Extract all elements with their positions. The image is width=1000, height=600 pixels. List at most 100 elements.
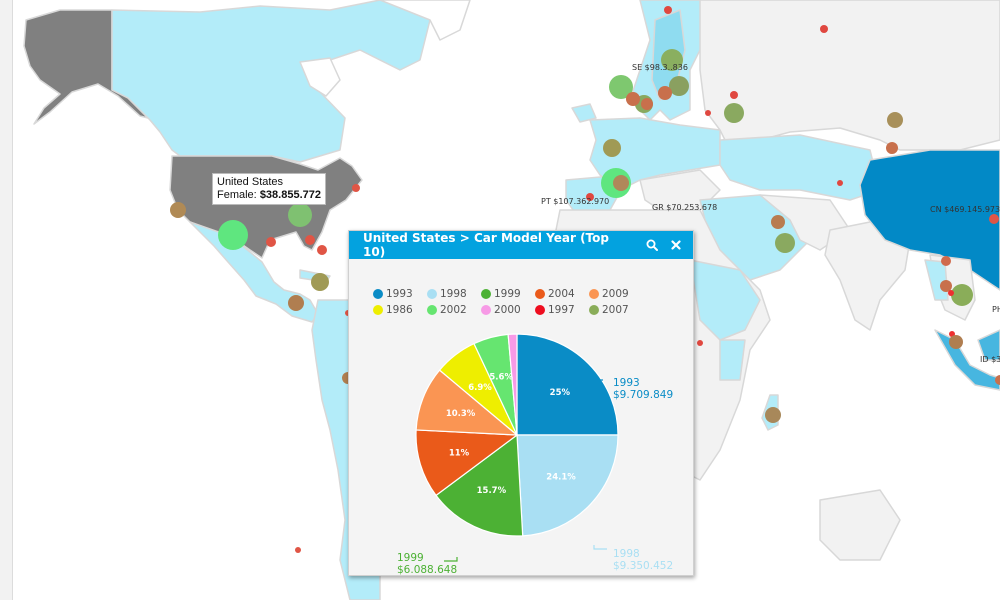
slice-percent-label: 5.6% bbox=[489, 372, 513, 382]
bubble-marker[interactable] bbox=[311, 273, 329, 291]
legend-dot-icon bbox=[589, 305, 599, 315]
map-label-pt: PT $107.362.970 bbox=[541, 197, 610, 206]
legend-dot-icon bbox=[427, 305, 437, 315]
bubble-marker[interactable] bbox=[613, 175, 629, 191]
callout-amount: $9.350.452 bbox=[613, 560, 673, 572]
bubble-marker[interactable] bbox=[697, 340, 703, 346]
bubble-marker[interactable] bbox=[949, 335, 963, 349]
bubble-marker[interactable] bbox=[641, 98, 653, 110]
legend-item-2009[interactable]: 2009 bbox=[589, 287, 643, 301]
legend-dot-icon bbox=[481, 289, 491, 299]
pie-slice-2000[interactable] bbox=[507, 333, 518, 436]
bubble-marker[interactable] bbox=[771, 215, 785, 229]
bubble-marker[interactable] bbox=[317, 245, 327, 255]
slice-percent-label: 24.1% bbox=[546, 473, 576, 483]
slice-percent-label: 6.9% bbox=[468, 383, 492, 393]
bubble-marker[interactable] bbox=[887, 112, 903, 128]
bubble-marker[interactable] bbox=[609, 75, 633, 99]
bubble-marker[interactable] bbox=[218, 220, 248, 250]
world-map[interactable] bbox=[13, 0, 1000, 600]
region-united-states[interactable] bbox=[169, 155, 363, 259]
bubble-marker[interactable] bbox=[705, 110, 711, 116]
region-canada[interactable] bbox=[111, 0, 431, 163]
legend-label: 2009 bbox=[602, 288, 629, 300]
bubble-marker[interactable] bbox=[266, 237, 276, 247]
legend-dot-icon bbox=[481, 305, 491, 315]
region-china[interactable] bbox=[859, 149, 1000, 291]
pie-slice-1993[interactable] bbox=[516, 333, 619, 436]
legend-item-2000[interactable]: 2000 bbox=[481, 303, 535, 317]
legend-item-1999[interactable]: 1999 bbox=[481, 287, 535, 301]
callout-line bbox=[590, 379, 603, 385]
region-russia[interactable] bbox=[699, 0, 1000, 151]
bubble-marker[interactable] bbox=[603, 139, 621, 157]
pie-slice-1998[interactable] bbox=[516, 434, 619, 537]
legend-item-1997[interactable]: 1997 bbox=[535, 303, 589, 317]
legend-item-2002[interactable]: 2002 bbox=[427, 303, 481, 317]
bubble-marker[interactable] bbox=[765, 407, 781, 423]
bubble-marker[interactable] bbox=[658, 86, 672, 100]
legend-item-2007[interactable]: 2007 bbox=[589, 303, 643, 317]
callout-category: 1999 bbox=[397, 552, 424, 564]
bubble-marker[interactable] bbox=[626, 92, 640, 106]
bubble-marker[interactable] bbox=[664, 6, 672, 14]
legend-label: 1999 bbox=[494, 288, 521, 300]
legend-label: 1998 bbox=[440, 288, 467, 300]
search-icon[interactable] bbox=[645, 238, 659, 252]
slice-percent-label: 25% bbox=[550, 388, 571, 398]
tooltip-country: United States bbox=[217, 176, 284, 188]
legend-label: 2000 bbox=[494, 304, 521, 316]
bubble-layer bbox=[170, 6, 1000, 553]
map-label-id: ID $3 bbox=[980, 355, 1000, 364]
map-label-se: SE $98.3..836 bbox=[632, 63, 688, 72]
bubble-marker[interactable] bbox=[352, 184, 360, 192]
chart-popup-panel: United States > Car Model Year (Top 10) … bbox=[348, 230, 694, 576]
bubble-marker[interactable] bbox=[730, 91, 738, 99]
bubble-marker[interactable] bbox=[951, 284, 973, 306]
bubble-marker[interactable] bbox=[886, 142, 898, 154]
bubble-marker[interactable] bbox=[837, 180, 843, 186]
pie-slice-1999[interactable] bbox=[435, 433, 524, 537]
bubble-marker[interactable] bbox=[305, 235, 315, 245]
legend-item-2004[interactable]: 2004 bbox=[535, 287, 589, 301]
legend-dot-icon bbox=[535, 305, 545, 315]
bubble-marker[interactable] bbox=[775, 233, 795, 253]
legend-label: 2004 bbox=[548, 288, 575, 300]
callout-category: 1993 bbox=[613, 377, 640, 389]
legend-label: 1986 bbox=[386, 304, 413, 316]
callout-amount: $6.088.648 bbox=[397, 564, 457, 575]
tooltip-label: Female: bbox=[217, 189, 257, 201]
legend-label: 2002 bbox=[440, 304, 467, 316]
bubble-marker[interactable] bbox=[724, 103, 744, 123]
bubble-marker[interactable] bbox=[661, 49, 683, 71]
callout-amount: $9.709.849 bbox=[613, 389, 673, 401]
bubble-marker[interactable] bbox=[288, 295, 304, 311]
legend-item-1986[interactable]: 1986 bbox=[373, 303, 427, 317]
panel-title: United States > Car Model Year (Top 10) bbox=[363, 231, 609, 259]
bubble-marker[interactable] bbox=[940, 280, 952, 292]
legend-item-1998[interactable]: 1998 bbox=[427, 287, 481, 301]
slice-percent-label: 10.3% bbox=[446, 409, 476, 419]
map-tooltip: United States Female: $38.855.772 bbox=[212, 173, 326, 205]
bubble-marker[interactable] bbox=[995, 375, 1000, 385]
pie-chart[interactable]: 25%24.1%15.7%11%10.3%6.9%5.6% 1993$9.709.… bbox=[349, 259, 693, 575]
legend-dot-icon bbox=[589, 289, 599, 299]
bubble-marker[interactable] bbox=[586, 193, 594, 201]
left-sidebar-strip bbox=[0, 0, 13, 600]
close-icon[interactable] bbox=[669, 238, 683, 252]
bubble-marker[interactable] bbox=[288, 203, 312, 227]
pie-slice-2004[interactable] bbox=[415, 429, 519, 497]
bubble-marker[interactable] bbox=[170, 202, 186, 218]
bubble-marker[interactable] bbox=[669, 76, 689, 96]
bubble-marker[interactable] bbox=[989, 214, 999, 224]
legend-item-1993[interactable]: 1993 bbox=[373, 287, 427, 301]
bubble-marker[interactable] bbox=[941, 256, 951, 266]
slice-percent-label: 11% bbox=[449, 449, 470, 459]
bubble-marker[interactable] bbox=[820, 25, 828, 33]
bubble-marker[interactable] bbox=[948, 290, 954, 296]
region-central-asia[interactable] bbox=[719, 134, 881, 201]
callout-line bbox=[444, 557, 458, 562]
map-label-gr: GR $70.253.678 bbox=[652, 203, 718, 212]
slice-percent-label: 15.7% bbox=[477, 486, 507, 496]
bubble-marker[interactable] bbox=[295, 547, 301, 553]
